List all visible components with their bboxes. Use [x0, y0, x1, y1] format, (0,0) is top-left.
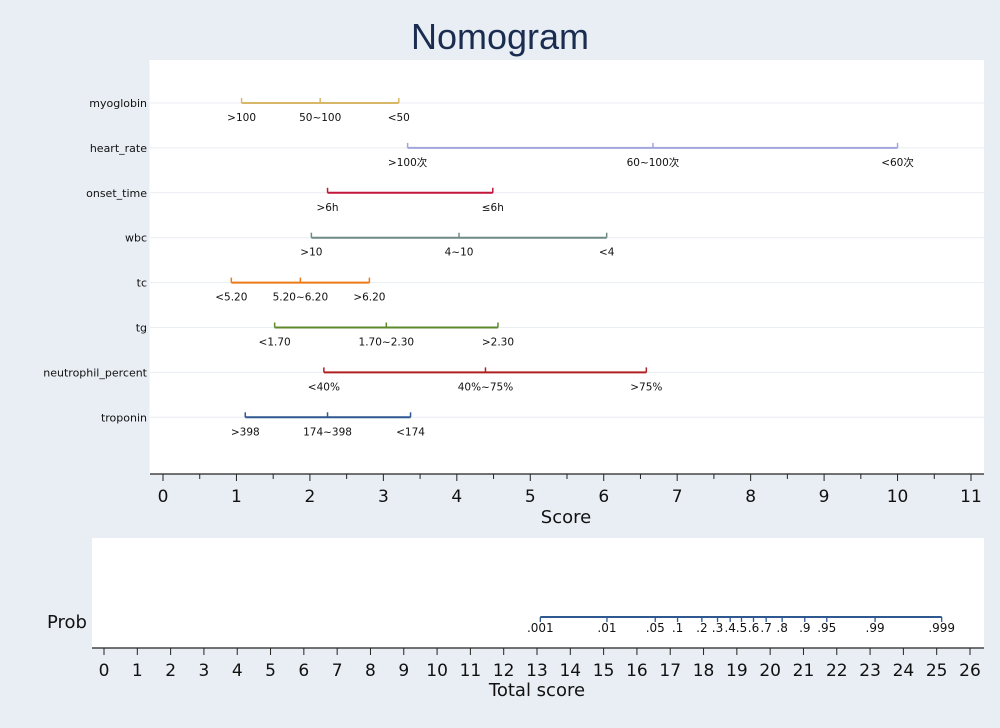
- point-label-troponin-2: <174: [396, 426, 425, 438]
- score-tick-label-6: 6: [598, 487, 609, 507]
- total-score-tick-label-7: 7: [332, 661, 343, 681]
- point-label-heart-rate-1: 60~100次: [627, 156, 680, 169]
- point-label-myoglobin-2: <50: [388, 112, 410, 124]
- prob-point-label-11: .9: [799, 621, 810, 635]
- point-label-tc-0: <5.20: [215, 292, 247, 304]
- total-score-tick-label-11: 11: [460, 661, 482, 681]
- total-score-tick-label-12: 12: [493, 661, 515, 681]
- prob-plot-area: [92, 538, 984, 648]
- score-tick-label-10: 10: [887, 487, 909, 507]
- point-label-heart-rate-0: >100次: [388, 156, 428, 169]
- point-label-troponin-1: 174~398: [303, 426, 352, 438]
- total-score-tick-label-6: 6: [298, 661, 309, 681]
- point-label-wbc-2: <4: [599, 247, 615, 259]
- total-score-tick-label-18: 18: [693, 661, 715, 681]
- variable-label-onset-time: onset_time: [86, 187, 147, 200]
- total-score-tick-label-14: 14: [559, 661, 581, 681]
- point-label-tg-0: <1.70: [259, 337, 291, 349]
- point-label-tc-2: >6.20: [353, 292, 385, 304]
- prob-point-label-4: .2: [696, 621, 707, 635]
- score-tick-label-0: 0: [158, 487, 169, 507]
- total-score-tick-label-13: 13: [526, 661, 548, 681]
- prob-point-label-5: .3: [712, 621, 723, 635]
- score-tick-label-1: 1: [231, 487, 242, 507]
- total-score-tick-label-20: 20: [759, 661, 781, 681]
- variable-label-heart-rate: heart_rate: [90, 142, 147, 155]
- total-score-tick-label-8: 8: [365, 661, 376, 681]
- total-score-tick-label-10: 10: [426, 661, 448, 681]
- variable-label-neutrophil-percent: neutrophil_percent: [43, 366, 147, 379]
- score-tick-label-4: 4: [451, 487, 462, 507]
- score-axis-title: Score: [541, 507, 591, 528]
- total-score-tick-label-21: 21: [793, 661, 815, 681]
- prob-point-label-9: .7: [760, 621, 771, 635]
- point-label-tc-1: 5.20~6.20: [273, 292, 329, 304]
- variable-label-tg: tg: [136, 322, 147, 335]
- score-tick-label-5: 5: [525, 487, 536, 507]
- total-score-tick-label-5: 5: [265, 661, 276, 681]
- score-tick-label-8: 8: [745, 487, 756, 507]
- point-label-tg-1: 1.70~2.30: [359, 337, 415, 349]
- prob-point-label-1: .01: [597, 621, 616, 635]
- score-tick-label-9: 9: [819, 487, 830, 507]
- chart-title: Nomogram: [411, 16, 589, 57]
- prob-row-label: Prob: [47, 612, 87, 633]
- total-score-tick-label-19: 19: [726, 661, 748, 681]
- prob-point-label-10: .8: [776, 621, 787, 635]
- prob-point-label-13: .99: [866, 621, 885, 635]
- prob-point-label-12: .95: [817, 621, 836, 635]
- variable-label-tc: tc: [137, 277, 147, 290]
- point-label-tg-2: >2.30: [482, 337, 514, 349]
- total-score-tick-label-9: 9: [398, 661, 409, 681]
- total-score-tick-label-24: 24: [893, 661, 915, 681]
- prob-point-label-3: .1: [672, 621, 683, 635]
- score-tick-label-7: 7: [672, 487, 683, 507]
- total-score-tick-label-26: 26: [959, 661, 981, 681]
- total-score-tick-label-15: 15: [593, 661, 615, 681]
- point-label-neutrophil-percent-0: <40%: [308, 381, 340, 393]
- prob-panel: .001 .01 .05 .1 .2 .3.4.5.6.7 .8 .9 .95 .99 .999 0 1…: [99, 616, 981, 681]
- point-label-wbc-0: >10: [300, 247, 322, 259]
- score-tick-label-2: 2: [304, 487, 315, 507]
- total-score-tick-label-17: 17: [659, 661, 681, 681]
- score-tick-label-3: 3: [378, 487, 389, 507]
- point-label-heart-rate-2: <60次: [881, 156, 914, 169]
- prob-point-label-8: .6: [748, 621, 759, 635]
- total-score-tick-label-3: 3: [199, 661, 210, 681]
- total-score-tick-label-0: 0: [99, 661, 110, 681]
- point-label-neutrophil-percent-1: 40%~75%: [458, 381, 513, 393]
- prob-point-label-2: .05: [646, 621, 665, 635]
- prob-point-label-6: .4: [724, 621, 735, 635]
- point-label-neutrophil-percent-2: >75%: [630, 381, 662, 393]
- variable-label-myoglobin: myoglobin: [89, 97, 147, 110]
- point-label-myoglobin-0: >100: [227, 112, 256, 124]
- total-score-tick-label-2: 2: [165, 661, 176, 681]
- point-label-troponin-0: >398: [231, 426, 260, 438]
- prob-point-label-0: .001: [527, 621, 554, 635]
- prob-point-label-14: .999: [928, 621, 955, 635]
- total-score-tick-label-4: 4: [232, 661, 243, 681]
- score-plot-area: [150, 60, 984, 474]
- total-score-tick-label-23: 23: [859, 661, 881, 681]
- prob-point-label-7: .5: [736, 621, 747, 635]
- point-label-onset-time-0: >6h: [316, 202, 338, 214]
- score-tick-label-11: 11: [960, 487, 982, 507]
- total-score-tick-label-16: 16: [626, 661, 648, 681]
- variable-label-wbc: wbc: [125, 232, 147, 245]
- total-score-axis-title: Total score: [488, 680, 585, 701]
- total-score-tick-label-22: 22: [826, 661, 848, 681]
- variable-label-troponin: troponin: [101, 411, 147, 424]
- point-label-onset-time-1: ≤6h: [482, 202, 504, 214]
- total-score-tick-label-1: 1: [132, 661, 143, 681]
- point-label-wbc-1: 4~10: [445, 247, 474, 259]
- point-label-myoglobin-1: 50~100: [299, 112, 341, 124]
- total-score-tick-label-25: 25: [926, 661, 948, 681]
